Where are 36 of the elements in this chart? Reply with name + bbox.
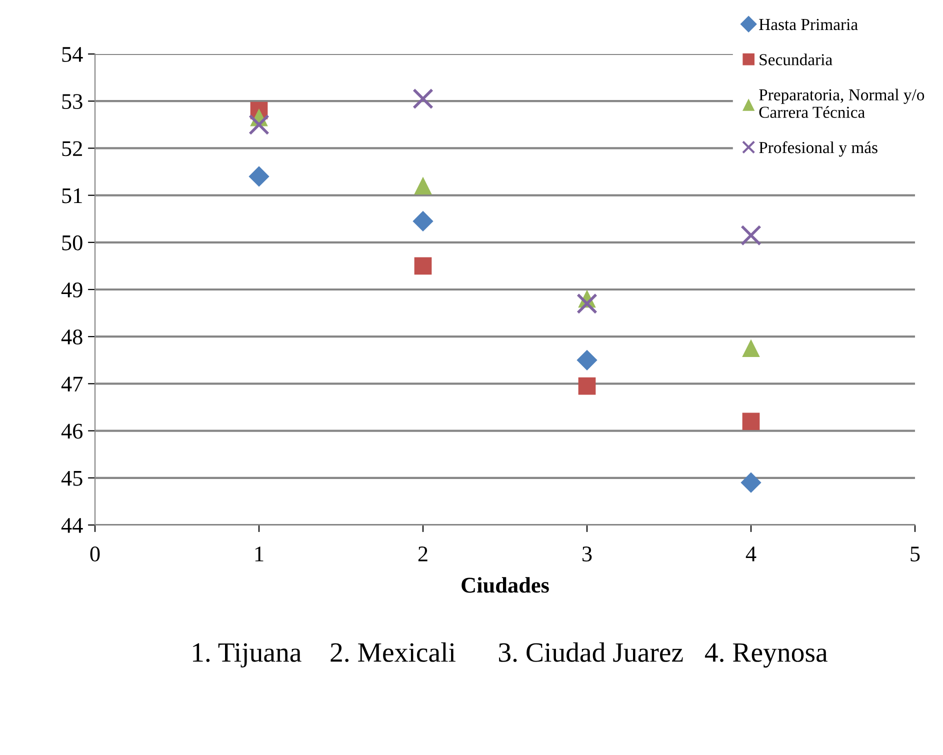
y-tick-label: 45 [61,470,82,486]
x-tick-label: 3 [582,546,592,562]
y-tick-label: 53 [62,94,82,110]
point [248,166,270,187]
y-tick-label: 52 [62,141,82,156]
point [576,293,598,314]
point [414,257,432,275]
legend-label: Hasta Primaria [759,18,858,30]
point [742,412,760,430]
x-axis-title: Ciudades [462,577,549,593]
y-tick-label: 50 [62,235,82,250]
x-tick-label: 4 [746,546,756,562]
y-tick-label: 49 [61,282,82,298]
legend-label: Preparatoria, Normal y/o Carrera Técnica [759,88,924,118]
y-tick-label: 47 [61,376,83,392]
point [742,340,760,358]
point [248,114,270,136]
legend-label: Secundaria [760,54,832,66]
point [576,350,598,370]
point [412,88,434,110]
y-tick-label: 46 [61,424,83,439]
point [412,211,434,232]
x-tick-label: 0 [90,546,100,562]
point [578,377,596,395]
y-tick-label: 48 [61,330,82,345]
y-tick-label: 44 [61,518,83,533]
y-tick-label: 51 [62,188,82,204]
point [414,177,432,195]
y-tick-label: 54 [62,47,83,62]
x-tick-label: 2 [418,546,428,562]
x-tick-label: 1 [255,546,264,562]
point [740,472,762,493]
x-tick-label: 5 [910,546,920,562]
point [740,224,762,246]
legend-label: Profesional y más [759,141,878,157]
text: 1. Tijuana 2. Mexicali 3. Ciudad Juarez 4. Reynosa [193,642,828,668]
